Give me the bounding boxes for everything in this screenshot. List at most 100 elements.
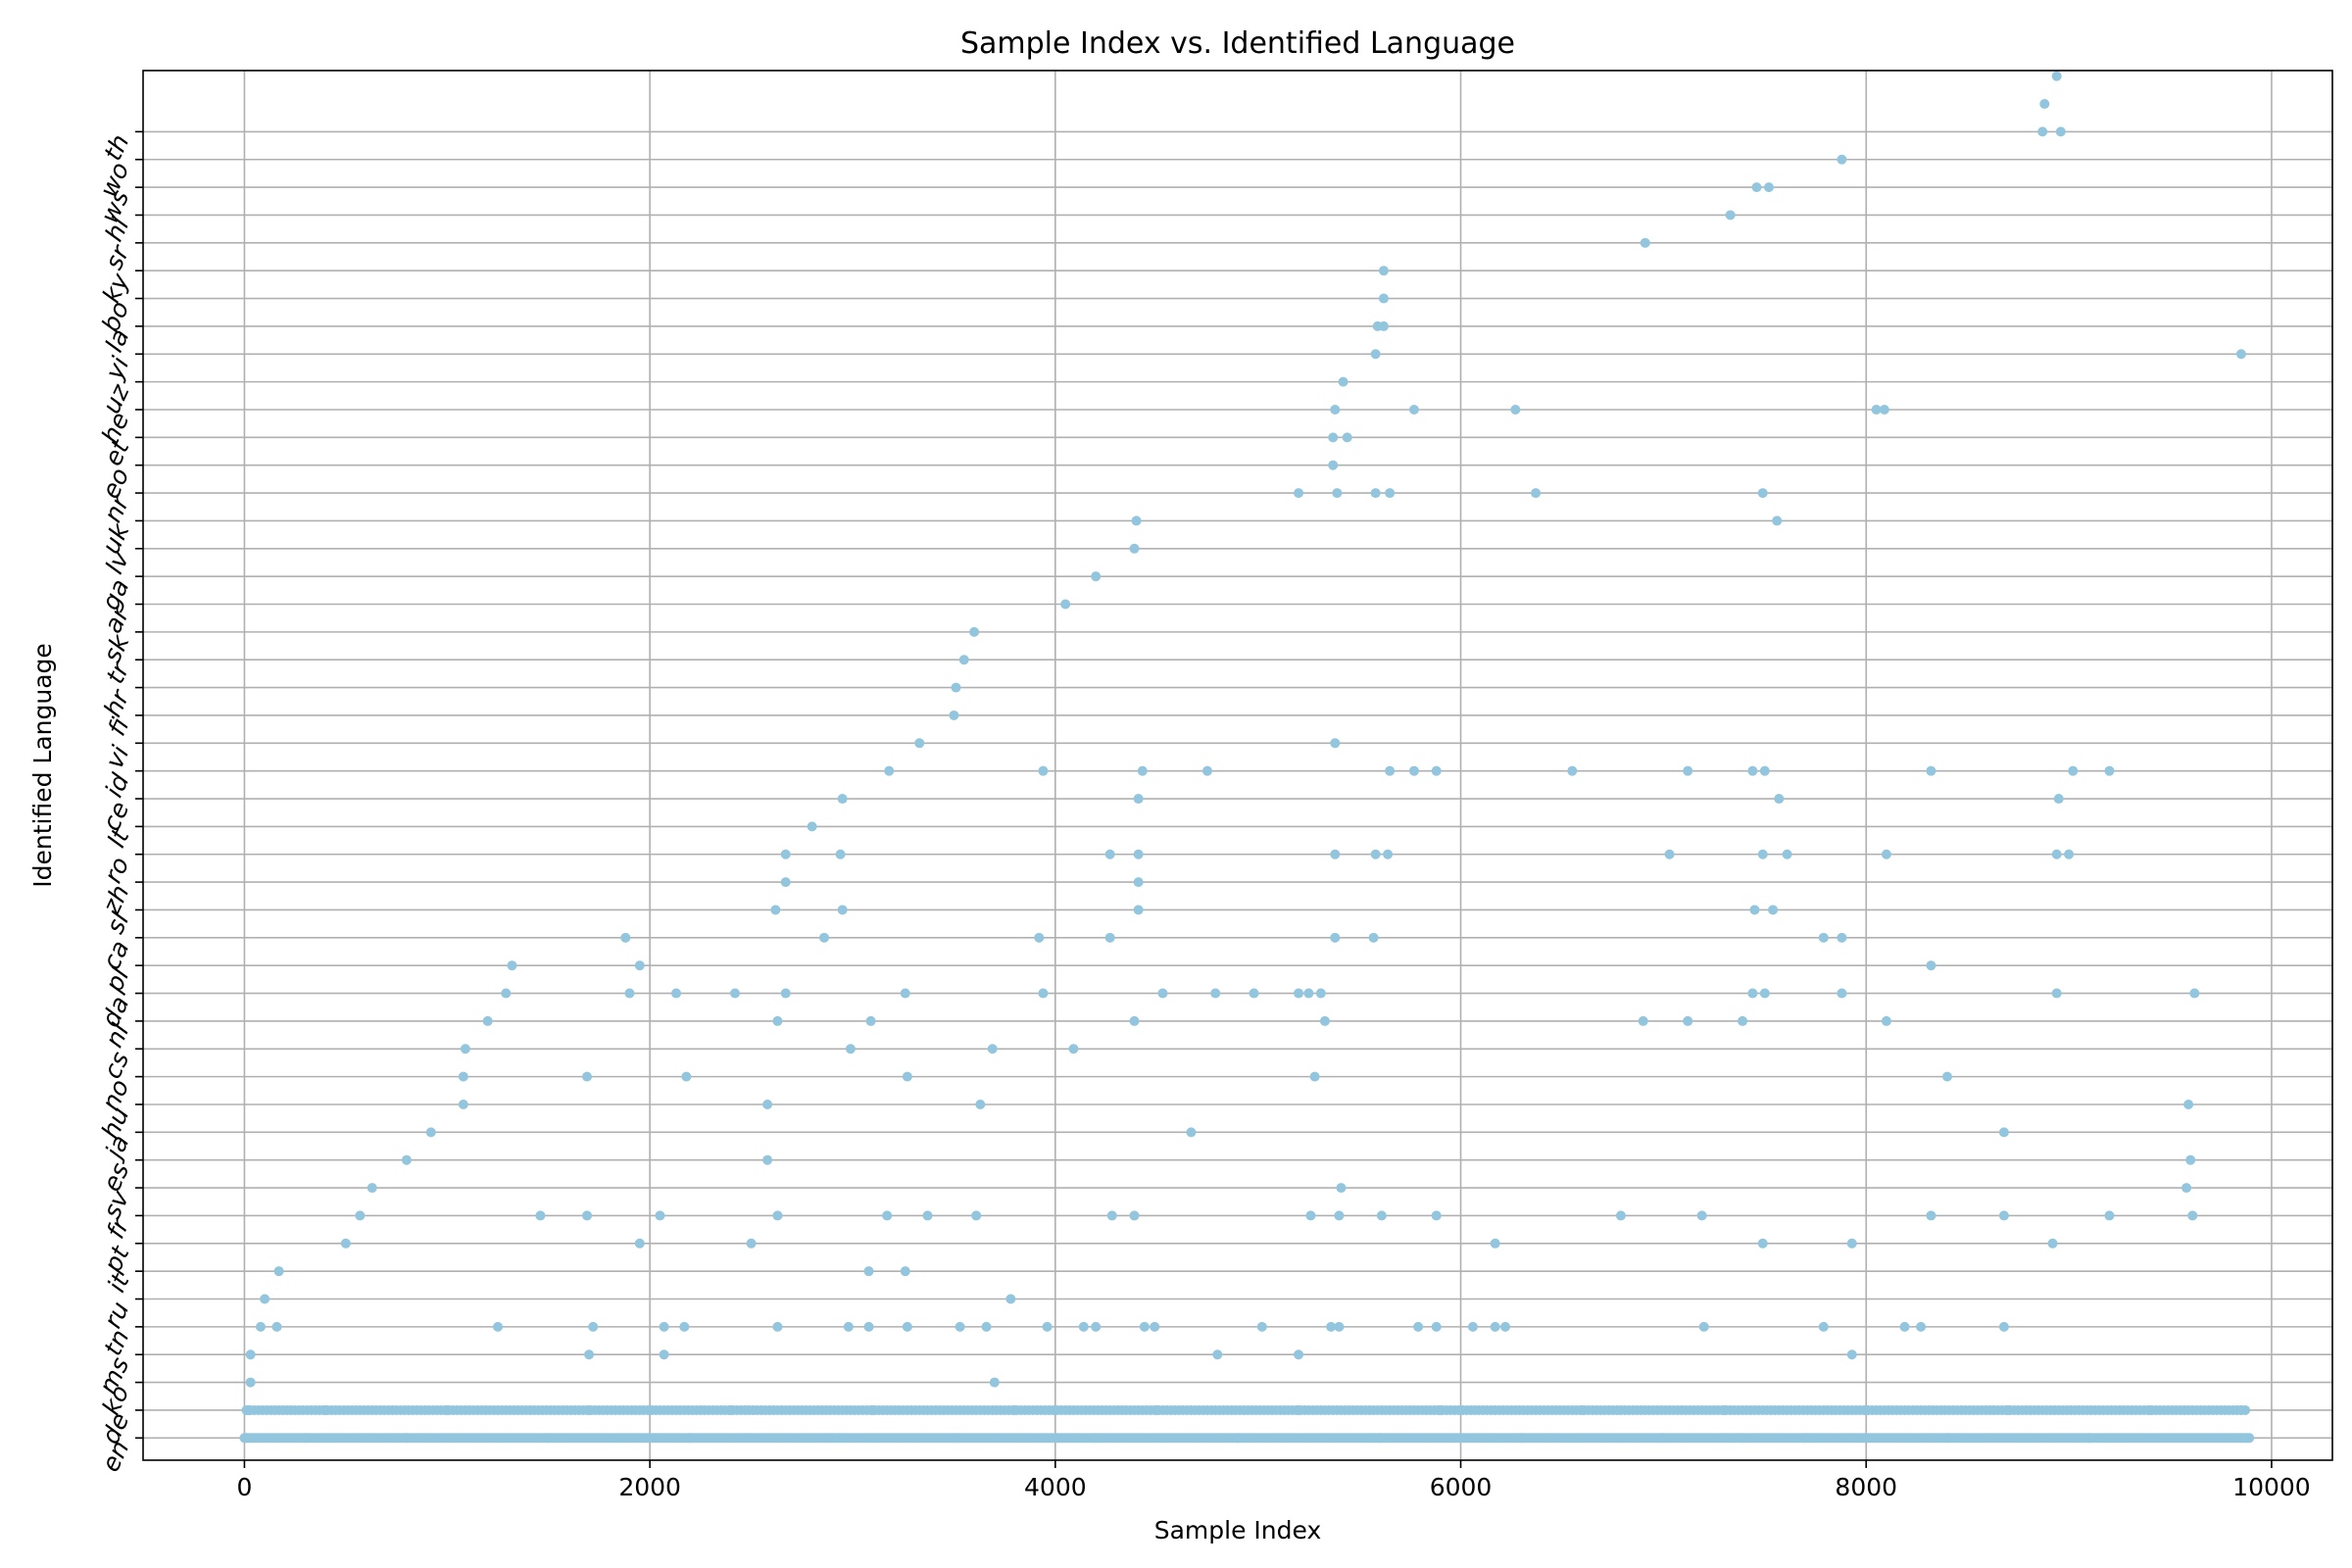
scatter-point [1640,237,1650,248]
scatter-point [340,1238,351,1249]
scatter-point [2185,1154,2196,1165]
scatter-point [884,765,895,776]
scatter-point [1330,932,1341,943]
scatter-point [1431,765,1442,776]
scatter-point [1315,988,1326,999]
scatter-point [1336,1183,1347,1194]
scatter-point [837,905,848,915]
scatter-point [845,1044,856,1054]
scatter-point [1638,1015,1648,1026]
scatter-point [584,1349,595,1360]
scatter-point [1747,988,1758,999]
scatter-point [1129,543,1140,554]
scatter-point [535,1210,546,1221]
scatter-point [1698,1321,1709,1332]
scatter-point [2244,1433,2255,1444]
scatter-point [1879,404,1889,415]
scatter-point [1768,905,1779,915]
scatter-point [1696,1210,1707,1221]
scatter-point [975,1099,986,1109]
x-tick-label: 4000 [1024,1473,1087,1501]
scatter-point [271,1321,282,1332]
scatter-point [1378,293,1389,304]
scatter-point [1615,1210,1626,1221]
x-tick-label: 8000 [1835,1473,1897,1501]
scatter-point [1413,1321,1424,1332]
scatter-point [1091,571,1102,582]
scatter-point [2104,765,2115,776]
scatter-point [1133,794,1144,805]
scatter-point [1129,1210,1140,1221]
scatter-point [1846,1349,1857,1360]
scatter-point [681,1071,692,1082]
scatter-point [620,932,631,943]
scatter-point [1837,932,1847,943]
scatter-point [2053,794,2064,805]
scatter-point [1818,1321,1829,1332]
scatter-point [1738,1015,1748,1026]
scatter-point [1926,765,1936,776]
scatter-point [679,1321,690,1332]
scatter-point [1137,765,1148,776]
scatter-point [1385,488,1396,499]
scatter-point [1303,988,1314,999]
scatter-point [1038,988,1049,999]
scatter-point [772,1210,783,1221]
scatter-point [671,988,682,999]
scatter-point [1309,1071,1320,1082]
scatter-point [882,1210,893,1221]
scatter-point [634,1238,645,1249]
scatter-point [1368,932,1379,943]
scatter-point [1383,849,1394,859]
scatter-point [1490,1238,1500,1249]
scatter-point [1567,765,1578,776]
scatter-point [1212,1349,1223,1360]
scatter-point [482,1015,493,1026]
scatter-point [1210,988,1221,999]
scatter-point [922,1210,933,1221]
scatter-point [1683,1015,1693,1026]
scatter-point [1091,1321,1102,1332]
scatter-point [1431,1321,1442,1332]
scatter-point [819,932,830,943]
scatter-point [1759,988,1770,999]
scatter-point [1326,1321,1337,1332]
x-tick-label: 2000 [618,1473,681,1501]
scatter-point [1256,1321,1267,1332]
scatter-point [1294,988,1304,999]
scatter-point [2051,988,2062,999]
scatter-point [900,988,910,999]
scatter-point [969,626,980,637]
scatter-point [1683,765,1693,776]
scatter-point [1757,849,1768,859]
scatter-point [863,1266,874,1277]
scatter-point [1941,1071,1952,1082]
scatter-point [1376,1210,1387,1221]
points-layer [239,71,2255,1444]
scatter-point [2051,849,2062,859]
scatter-point [2183,1099,2194,1109]
scatter-point [1129,1015,1140,1026]
scatter-point [1818,932,1829,943]
plot-frame [142,70,2333,1461]
scatter-point [1330,404,1341,415]
scatter-point [582,1210,593,1221]
scatter-point [1157,988,1168,999]
scatter-point [958,655,969,665]
scatter-point [1319,1015,1330,1026]
scatter-point [1294,488,1304,499]
scatter-point [1378,266,1389,276]
scatter-point [1998,1127,2009,1138]
scatter-point [255,1321,266,1332]
scatter-point [1725,210,1736,220]
scatter-point [1772,515,1783,526]
scatter-point [762,1099,773,1109]
scatter-point [780,988,791,999]
scatter-point [1150,1321,1160,1332]
scatter-point [655,1210,665,1221]
scatter-point [1510,404,1521,415]
scatter-point [1763,182,1774,193]
x-axis-label: Sample Index [1154,1516,1322,1544]
scatter-point [1106,1210,1117,1221]
